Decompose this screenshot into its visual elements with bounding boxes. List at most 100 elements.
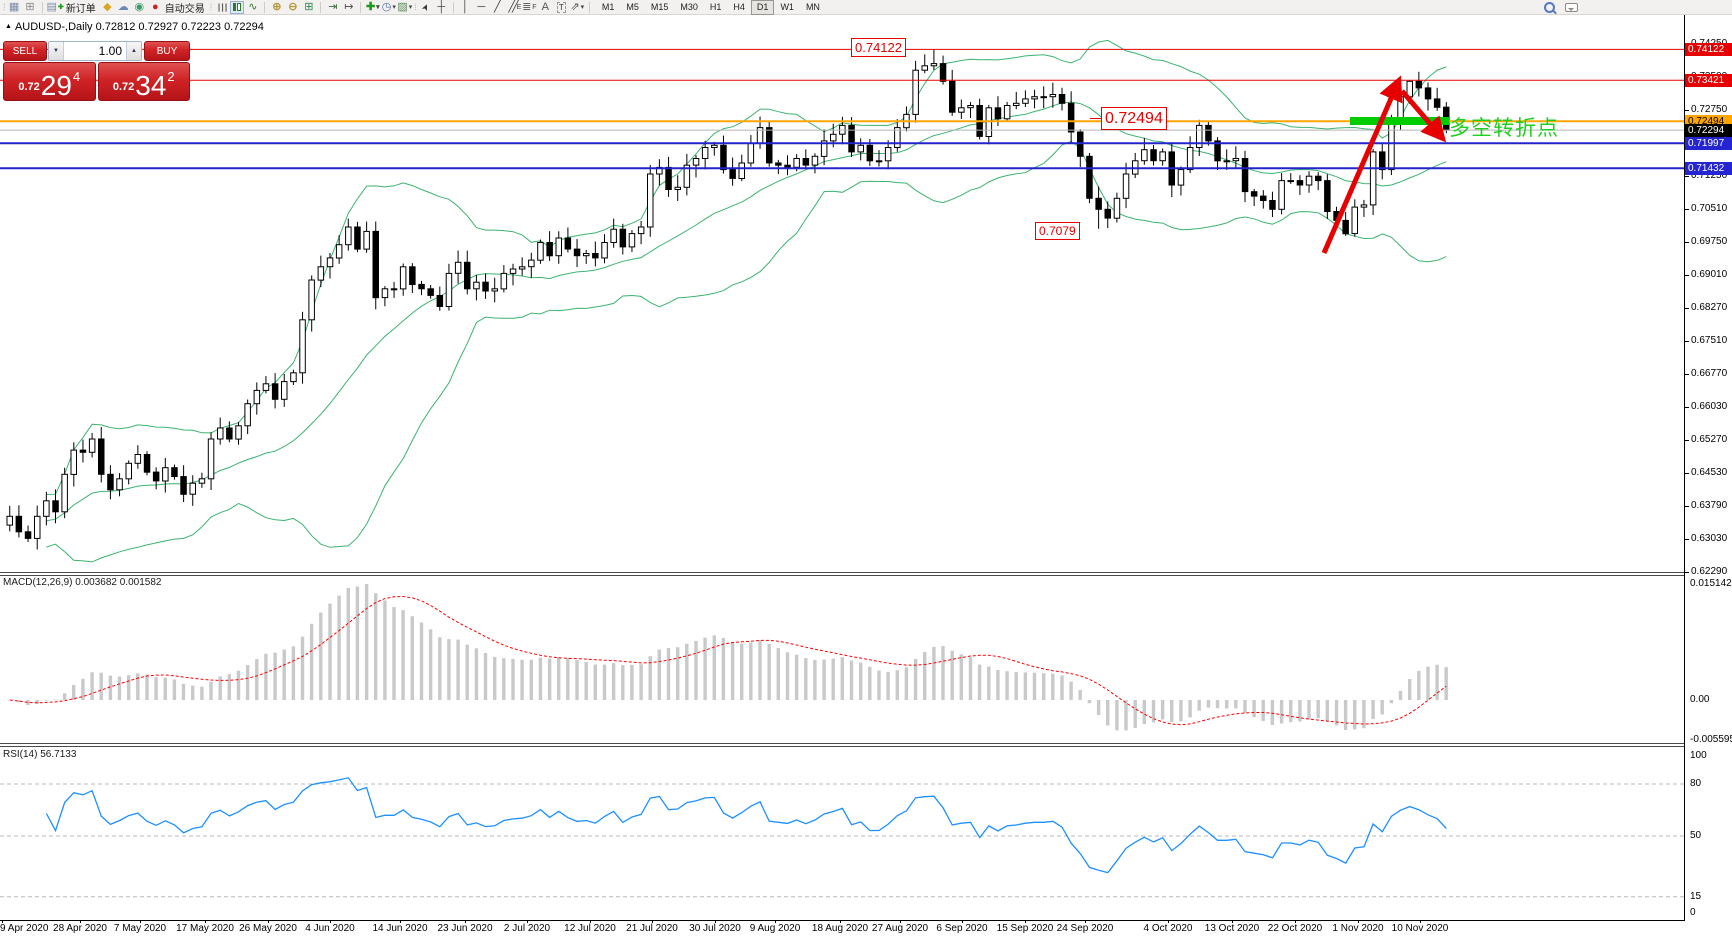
line-chart-icon[interactable]: ∿ <box>248 0 258 13</box>
timeframe-button-m15[interactable]: M15 <box>650 2 669 12</box>
bullish-candle <box>308 279 315 321</box>
volume-increase-button[interactable]: ▲ <box>126 42 141 60</box>
macd-histogram-bar <box>1206 700 1211 708</box>
bearish-candle <box>427 288 434 296</box>
bar-chart-icon[interactable]: ☰ <box>215 2 228 12</box>
label-icon[interactable]: T <box>556 1 566 13</box>
macd-histogram-bar <box>447 639 451 700</box>
panel-separator[interactable] <box>0 572 1684 576</box>
chart-shift-icon[interactable]: ↦ <box>344 0 354 13</box>
macd-histogram-bar <box>941 646 945 700</box>
date-axis-label: 27 Aug 2020 <box>871 923 929 934</box>
macd-histogram-bar <box>44 700 48 701</box>
signal-icon[interactable]: ◉ <box>134 0 145 13</box>
price-level-badge[interactable]: 0.74122 <box>1685 43 1732 56</box>
bullish-candle <box>281 381 288 400</box>
macd-histogram-bar <box>1252 700 1256 718</box>
bearish-candle <box>409 266 416 286</box>
auto-scroll-icon[interactable]: ⇥ <box>328 0 338 13</box>
auto-trading-label[interactable]: 自动交易 <box>164 3 205 15</box>
pivot-price-callout[interactable]: 0.72494 <box>1090 107 1167 130</box>
price-chart-plot-area[interactable] <box>0 15 1684 572</box>
indicators-button[interactable]: ✚ ▾ <box>365 0 380 13</box>
crosshair-icon[interactable]: ┼ <box>437 0 446 13</box>
macd-histogram-bar <box>127 675 131 700</box>
bollinger-lower-band[interactable] <box>46 140 1447 563</box>
date-axis[interactable]: 9 Apr 2020 28 Apr 2020 7 May 2020 17 May 20… <box>0 920 1684 936</box>
sell-price-panel[interactable]: 0.72 29 4 <box>3 62 96 101</box>
horizontal-line-icon[interactable]: ─ <box>477 0 486 13</box>
vertical-line-icon[interactable]: │ <box>461 0 469 13</box>
price-level-badge[interactable]: 0.71997 <box>1685 137 1732 150</box>
new-order-label[interactable]: 新订单 <box>65 3 96 15</box>
channel-icon[interactable]: ╱╱ E <box>508 0 520 13</box>
bullish-candle <box>793 158 800 168</box>
macd-histogram-bar <box>438 637 442 700</box>
bollinger-middle-band[interactable] <box>46 101 1447 522</box>
tile-windows-icon[interactable]: ⊞ <box>304 0 314 13</box>
timeframe-button-m5[interactable]: M5 <box>626 2 639 12</box>
macd-histogram-bar <box>575 660 579 700</box>
macd-histogram-bar <box>1234 700 1238 709</box>
bullish-candle <box>692 158 700 166</box>
macd-signal-line[interactable] <box>9 595 1447 726</box>
price-axis-tick-mark <box>1685 440 1689 441</box>
panel-separator[interactable] <box>0 743 1684 747</box>
text-icon[interactable]: A <box>541 0 549 13</box>
peak-price-callout[interactable]: 0.74122 <box>851 38 906 57</box>
candlestick-chart-icon[interactable] <box>229 0 244 14</box>
ascending-trend-arrow[interactable] <box>1321 75 1403 254</box>
bollinger-upper-band[interactable] <box>46 39 1447 495</box>
volume-decrease-button[interactable]: ▼ <box>49 42 64 60</box>
date-axis-tick-mark <box>1232 920 1233 923</box>
buy-price-panel[interactable]: 0.72 34 2 <box>97 62 190 101</box>
cursor-icon[interactable]: ➤ <box>418 1 431 13</box>
timeframe-button-h1[interactable]: H1 <box>709 2 722 12</box>
sell-button[interactable]: SELL <box>3 41 47 61</box>
price-scale-axis[interactable]: 0.742500.735000.727500.720000.712500.705… <box>1684 15 1732 921</box>
chat-icon[interactable] <box>1564 1 1579 14</box>
new-order-button[interactable]: ▤ ✚ <box>46 0 64 13</box>
macd-histogram-bar <box>136 673 140 700</box>
search-icon[interactable] <box>1542 1 1557 14</box>
volume-input[interactable] <box>64 42 126 60</box>
history-center-icon[interactable]: ◆ <box>103 0 112 13</box>
trendline-icon[interactable]: ╱ <box>494 0 501 13</box>
templates-button[interactable]: ▨ ▾ <box>397 0 413 13</box>
price-level-badge[interactable]: 0.72294 <box>1685 124 1732 137</box>
timeframe-button-m1[interactable]: M1 <box>601 2 615 12</box>
auto-trading-button[interactable]: ● <box>151 0 159 13</box>
timeframe-button-h4[interactable]: H4 <box>733 2 745 12</box>
macd-histogram-bar <box>657 649 661 700</box>
price-level-badge[interactable]: 0.73421 <box>1685 74 1732 87</box>
bullish-candle <box>857 144 864 153</box>
buy-button[interactable]: BUY <box>144 41 190 61</box>
rsi-axis-label: 0 <box>1690 907 1696 918</box>
rsi-line[interactable] <box>45 777 1447 874</box>
macd-histogram-bar <box>886 671 890 700</box>
rsi-indicator-plot-area[interactable] <box>0 747 1684 920</box>
collapse-triangle-icon[interactable]: ▲ <box>5 23 12 30</box>
periods-button[interactable]: ◷ ▾ <box>381 0 396 13</box>
macd-indicator-plot-area[interactable] <box>0 576 1684 743</box>
arrows-icon[interactable]: ⇗ ▾ <box>570 0 585 13</box>
support-price-callout[interactable]: 0.7079 <box>1035 222 1080 240</box>
date-axis-label: 9 Apr 2020 <box>0 923 49 934</box>
timeframe-button-mn[interactable]: MN <box>805 2 820 12</box>
price-level-badge[interactable]: 0.71432 <box>1685 162 1732 175</box>
macd-histogram-bar <box>1060 675 1064 700</box>
timeframe-button-w1[interactable]: W1 <box>780 2 794 12</box>
new-chart-icon[interactable]: ▦ <box>8 0 20 13</box>
timeframe-button-d1[interactable]: D1 <box>750 0 775 15</box>
macd-indicator-label: MACD(12,26,9) 0.003682 0.001582 <box>3 577 162 588</box>
profiles-icon[interactable]: ⊞ <box>25 0 35 13</box>
fibonacci-icon[interactable]: ≣ F <box>522 0 537 13</box>
community-icon[interactable]: ☁ <box>117 0 129 13</box>
timeframe-button-m30[interactable]: M30 <box>680 2 698 12</box>
pivot-zone-green-bar[interactable] <box>1350 117 1449 125</box>
descending-trend-arrow[interactable] <box>1400 89 1447 143</box>
zoom-in-icon[interactable]: ⊕ <box>272 0 282 13</box>
bullish-candle <box>601 242 608 259</box>
pivot-note-text[interactable]: 多空转折点 <box>1449 117 1559 140</box>
zoom-out-icon[interactable]: ⊖ <box>288 0 298 13</box>
